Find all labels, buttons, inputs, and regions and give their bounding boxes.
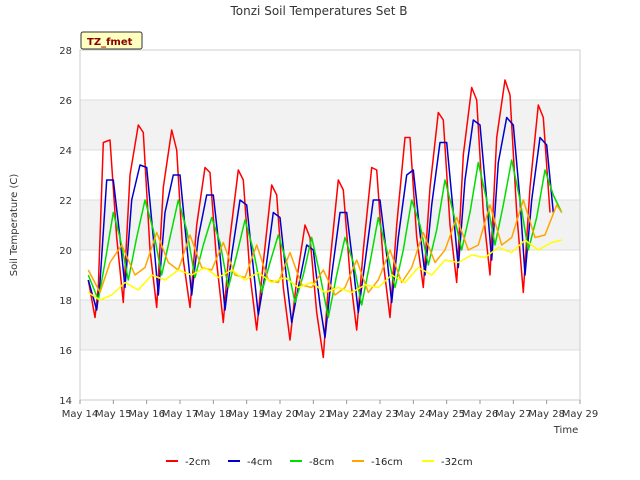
legend-label: -32cm: [441, 457, 473, 468]
x-tick-label: May 26: [462, 409, 499, 420]
series-line-minus-32cm: [87, 239, 562, 301]
grid-bands: [80, 49, 580, 401]
series-layer: [87, 79, 563, 359]
x-tick-label: May 17: [162, 409, 199, 420]
x-tick-label: May 25: [428, 409, 465, 420]
x-tick-label: May 16: [128, 409, 165, 420]
y-axis-label: Soil Temperature (C): [9, 174, 20, 277]
legend: -2cm -4cm -8cm -16cm -32cm: [166, 457, 473, 468]
y-tick-label: 16: [59, 346, 72, 357]
y-tick-label: 22: [59, 196, 72, 207]
x-tick-label: May 18: [195, 409, 232, 420]
series-line-minus-4cm: [87, 116, 555, 339]
plot-frame: [79, 49, 581, 401]
y-tick-label: 14: [59, 396, 72, 407]
y-tick-label: 28: [59, 46, 72, 57]
x-tick-label: May 22: [328, 409, 365, 420]
series-line-minus-16cm: [87, 199, 563, 296]
x-tick-label: May 28: [528, 409, 565, 420]
badge-box: [80, 31, 143, 50]
legend-label: -8cm: [309, 457, 334, 468]
x-tick-label: May 24: [395, 409, 432, 420]
legend-label: -2cm: [185, 457, 210, 468]
x-axis-label: Time: [553, 425, 578, 436]
y-axis-ticks: 14 16 18 20 22 24 26 28: [59, 46, 72, 407]
badge-label: TZ_fmet: [87, 37, 133, 48]
legend-label: -4cm: [247, 457, 272, 468]
y-tick-label: 18: [59, 296, 72, 307]
y-tick-label: 24: [59, 146, 72, 157]
x-tick-label: May 20: [262, 409, 299, 420]
y-tick-label: 26: [59, 96, 72, 107]
x-tick-label: May 27: [495, 409, 532, 420]
y-tick-label: 20: [59, 246, 72, 257]
badge: TZ_fmet: [80, 31, 143, 50]
legend-label: -16cm: [371, 457, 403, 468]
x-tick-label: May 29: [562, 409, 599, 420]
chart-title: Tonzi Soil Temperatures Set B: [230, 4, 408, 18]
series-line-minus-2cm: [87, 79, 551, 359]
x-tick-label: May 21: [295, 409, 332, 420]
x-tick-label: May 23: [362, 409, 399, 420]
x-tick-label: May 19: [228, 409, 265, 420]
x-tick-label: May 15: [95, 409, 132, 420]
x-tick-label: May 14: [62, 409, 99, 420]
